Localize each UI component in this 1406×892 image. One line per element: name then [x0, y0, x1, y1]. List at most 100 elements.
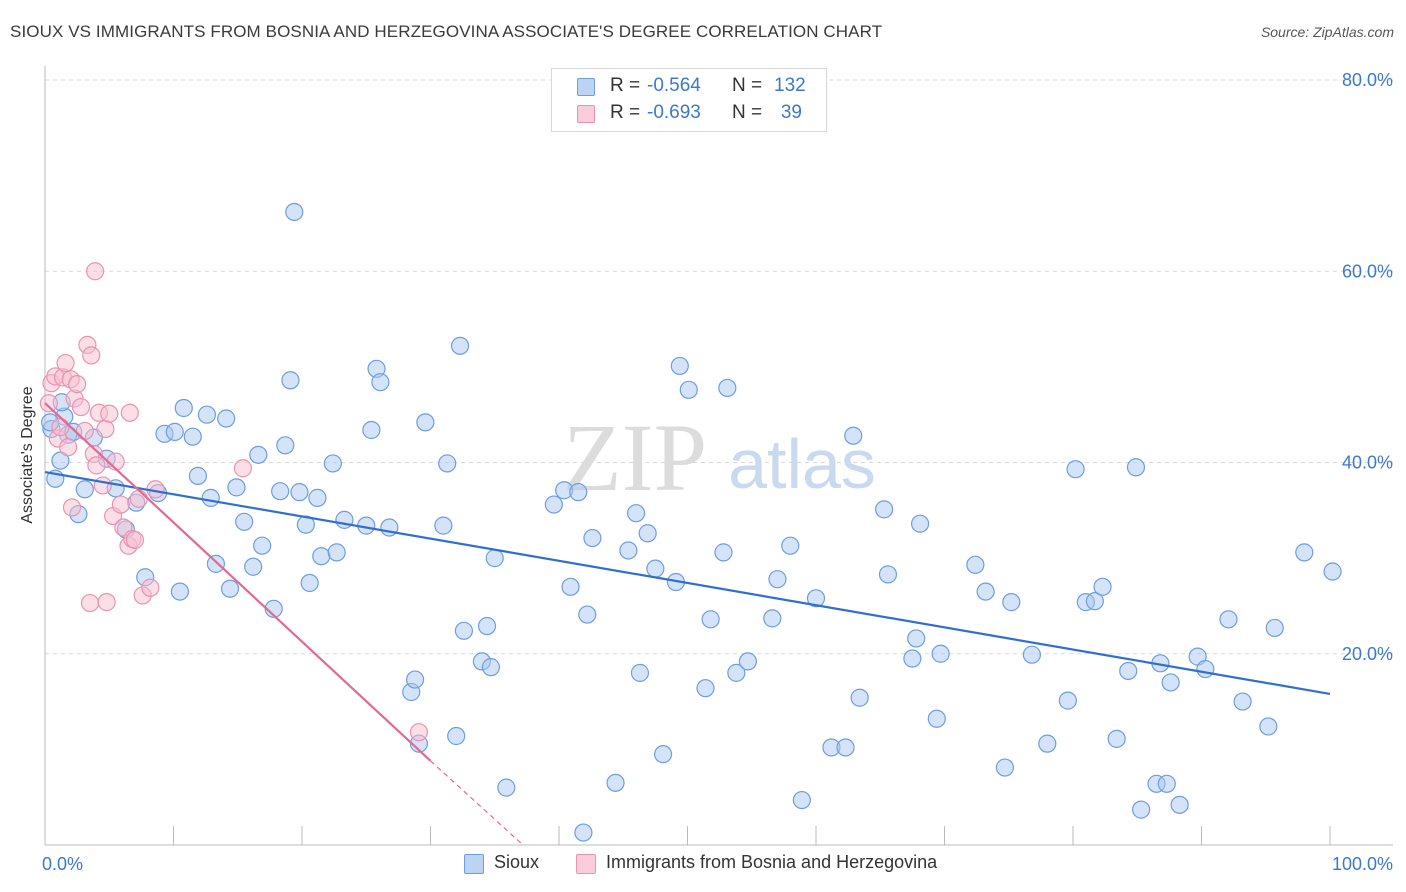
bosnia-point [56, 353, 75, 373]
sioux-point [1170, 795, 1189, 814]
bosnia-point [111, 495, 130, 514]
sioux-point [300, 573, 319, 593]
sioux-point [244, 557, 263, 576]
legend-r-label: R = [610, 75, 641, 96]
bosnia-point [39, 394, 58, 413]
bosnia-point [62, 498, 82, 517]
bosnia-point [409, 723, 429, 742]
bosnia-point [87, 456, 106, 475]
sioux-point [51, 451, 70, 470]
sioux-point [1259, 717, 1278, 736]
sioux-point [1161, 673, 1180, 692]
sioux-point [1058, 691, 1077, 710]
sioux-point [561, 577, 580, 596]
bosnia-point [96, 419, 115, 439]
sioux-point [1265, 618, 1284, 638]
y-tick-label: 20.0% [1342, 644, 1393, 664]
sioux-point [217, 409, 236, 428]
sioux-point [450, 336, 470, 355]
sioux-point [362, 420, 381, 440]
sioux-point [626, 504, 646, 523]
sioux-point [878, 565, 898, 584]
sioux-point [477, 616, 497, 636]
sioux-point [170, 582, 190, 601]
sioux-point [1107, 729, 1126, 748]
sioux-point [966, 555, 985, 574]
bosnia-point [233, 459, 252, 478]
sioux-point [907, 629, 926, 648]
bosnia-point [68, 374, 87, 394]
sioux-point [371, 373, 390, 392]
legend-n-value: 39 [780, 102, 802, 123]
bosnia-swatch [577, 105, 595, 123]
sioux-point [323, 454, 342, 473]
sioux-point [781, 536, 800, 555]
sioux-swatch [577, 78, 595, 96]
sioux-point [220, 579, 240, 598]
sioux-point [653, 745, 673, 764]
x-tick-label: 100.0% [1332, 854, 1393, 874]
sioux-point [434, 516, 453, 535]
source-credit: Source: ZipAtlas.com [1260, 24, 1394, 40]
bosnia-point [71, 397, 91, 417]
sioux-point [1219, 610, 1238, 629]
legend-row-bosnia: R = -0.693 N = 39 [552, 101, 826, 127]
bosnia-point [125, 530, 145, 550]
legend: R = -0.564 N = 132 R = -0.693 N = 39 [551, 68, 827, 132]
bosnia-point [120, 403, 139, 422]
sioux-point [405, 670, 425, 689]
sioux-trend-line [44, 470, 1331, 695]
sioux-point [188, 466, 208, 485]
legend-n-label: N = [732, 75, 763, 96]
sioux-point [927, 709, 946, 728]
legend-row-sioux: R = -0.564 N = 132 [552, 74, 826, 100]
sioux-point [836, 738, 855, 757]
sioux-point [670, 356, 689, 376]
sioux-point [1119, 661, 1138, 681]
sioux-point [308, 488, 327, 507]
sioux-point [1196, 659, 1215, 679]
sioux-point [619, 541, 638, 560]
sioux-point [454, 621, 474, 640]
bosnia-trend-line [44, 402, 432, 762]
sioux-swatch [464, 854, 484, 874]
sioux-point [438, 454, 457, 473]
sioux-point [875, 500, 894, 519]
sioux-point [227, 478, 246, 497]
data-points [39, 202, 1342, 842]
sioux-point [481, 658, 500, 677]
sioux-point [447, 726, 466, 746]
sioux-point [850, 688, 869, 707]
bosnia-point [80, 593, 100, 613]
sioux-point [792, 790, 811, 810]
sioux-point [201, 488, 220, 507]
bosnia-point [75, 421, 94, 441]
watermark: ZIP atlas [563, 404, 876, 511]
sioux-point [727, 663, 746, 682]
sioux-point [206, 554, 226, 573]
sioux-point [578, 605, 597, 624]
sioux-point [931, 644, 950, 663]
sioux-point [763, 609, 782, 628]
legend-r-label: R = [610, 102, 641, 123]
bosnia-trend-extension [430, 760, 524, 846]
sioux-point [638, 524, 657, 543]
sioux-point [679, 380, 698, 399]
sioux-point [903, 649, 922, 668]
tick-labels: 20.0% 40.0% 60.0% 80.0% 0.0% 100.0% [42, 70, 1393, 874]
y-tick-label: 60.0% [1342, 261, 1393, 281]
sioux-point [75, 480, 94, 499]
bosnia-point [97, 593, 116, 612]
gridlines [45, 79, 1393, 655]
sioux-point [485, 549, 504, 568]
sioux-point [183, 427, 202, 446]
sioux-point [1132, 800, 1151, 819]
sioux-point [312, 547, 331, 566]
sioux-point [806, 589, 826, 608]
sioux-point [606, 773, 625, 792]
sioux-point [1066, 460, 1085, 479]
bosnia-point [86, 262, 105, 281]
bosnia-point [51, 418, 70, 437]
sioux-point [696, 679, 715, 698]
sioux-point [630, 663, 650, 682]
